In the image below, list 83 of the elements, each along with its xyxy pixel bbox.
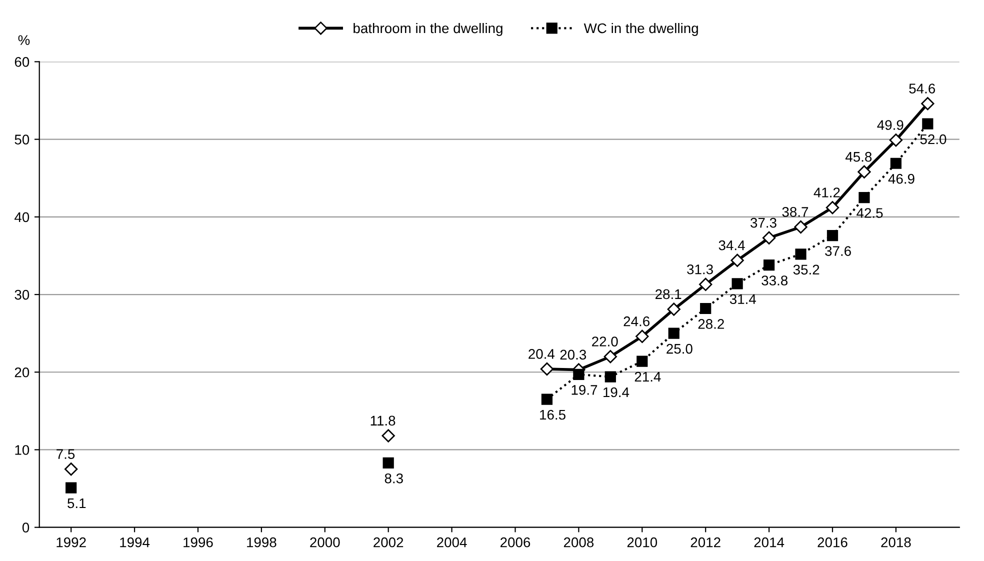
y-axis-title: % xyxy=(18,35,30,45)
data-label: 38.7 xyxy=(782,207,808,217)
x-tick-label: 1992 xyxy=(56,537,86,548)
point xyxy=(763,259,775,271)
point xyxy=(890,158,902,169)
x-tick-label: 2018 xyxy=(881,537,911,548)
point xyxy=(826,230,838,242)
data-label: 20.3 xyxy=(560,350,586,360)
data-label: 11.8 xyxy=(370,416,396,426)
data-label: 21.4 xyxy=(634,372,661,382)
point xyxy=(794,220,808,234)
x-tick-label: 1994 xyxy=(120,537,150,548)
point xyxy=(66,482,77,494)
data-label: 19.4 xyxy=(604,387,630,398)
point xyxy=(667,302,680,316)
x-tick-label: 2016 xyxy=(818,537,848,548)
data-label: 42.5 xyxy=(856,208,883,218)
x-tick-label: 2014 xyxy=(754,537,784,548)
data-label: 20.4 xyxy=(528,349,555,359)
data-label: 19.7 xyxy=(572,385,598,395)
data-label: 25.0 xyxy=(666,344,692,354)
data-label: 16.5 xyxy=(540,410,566,420)
y-tick-label: 40 xyxy=(14,212,30,222)
x-tick-label: 2012 xyxy=(690,537,720,548)
point xyxy=(700,302,712,314)
point xyxy=(604,371,616,382)
y-tick-label: 20 xyxy=(14,367,30,378)
x-tick-label: 2008 xyxy=(564,537,594,548)
data-label: 46.9 xyxy=(888,174,914,184)
x-tick-label: 1998 xyxy=(247,537,276,548)
point xyxy=(858,165,871,178)
y-tick-label: 60 xyxy=(14,57,30,67)
point xyxy=(64,462,78,476)
data-label: 31.3 xyxy=(687,264,713,274)
point xyxy=(921,97,934,110)
point xyxy=(889,134,903,147)
data-label: 7.5 xyxy=(56,449,75,459)
x-tick-label: 2000 xyxy=(310,537,340,548)
data-label: 54.6 xyxy=(909,84,936,94)
point xyxy=(795,248,806,260)
point xyxy=(730,254,744,267)
data-label: 34.4 xyxy=(718,240,745,250)
point xyxy=(858,192,870,204)
point xyxy=(732,278,743,290)
point xyxy=(762,231,776,244)
y-tick-label: 30 xyxy=(14,290,30,300)
point xyxy=(604,350,618,364)
point xyxy=(540,362,554,376)
point xyxy=(699,278,712,292)
point xyxy=(826,201,840,214)
data-label: 8.3 xyxy=(384,473,403,484)
point xyxy=(922,118,934,130)
y-tick-label: 10 xyxy=(15,445,30,455)
data-label: 24.6 xyxy=(624,316,650,326)
y-tick-label: 0 xyxy=(22,522,30,533)
data-label: 49.9 xyxy=(877,120,904,130)
legend-label: bathroom in the dwelling xyxy=(354,22,502,36)
point xyxy=(573,368,584,380)
point xyxy=(668,328,680,339)
x-tick-label: 2006 xyxy=(500,537,530,548)
x-tick-label: 2004 xyxy=(437,537,467,548)
data-label: 41.2 xyxy=(814,188,840,198)
data-label: 28.2 xyxy=(698,319,724,329)
point xyxy=(382,457,394,468)
data-label: 28.1 xyxy=(656,289,682,300)
x-tick-label: 2002 xyxy=(374,537,404,548)
point xyxy=(382,429,395,442)
x-tick-label: 1996 xyxy=(184,537,213,548)
x-tick-label: 2010 xyxy=(627,537,658,548)
data-label: 45.8 xyxy=(845,152,872,162)
data-label: 5.1 xyxy=(68,498,86,508)
point xyxy=(636,330,649,344)
legend-label: WC in the dwelling xyxy=(584,22,698,36)
point xyxy=(541,394,553,405)
point xyxy=(636,356,648,367)
data-label: 37.3 xyxy=(750,218,776,228)
data-label: 33.8 xyxy=(762,276,788,286)
data-label: 35.2 xyxy=(793,264,820,275)
y-tick-label: 50 xyxy=(14,134,30,144)
data-label: 37.6 xyxy=(825,246,851,256)
data-label: 31.4 xyxy=(730,294,756,304)
data-label: 52.0 xyxy=(920,134,946,144)
data-label: 22.0 xyxy=(592,336,618,346)
